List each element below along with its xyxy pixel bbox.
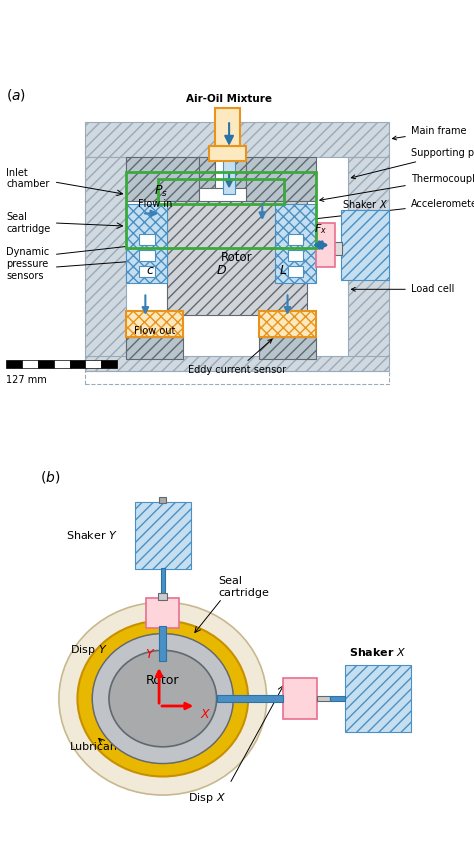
Text: Lubricant: Lubricant [70, 742, 122, 752]
Bar [127, 173, 316, 248]
Bar [127, 337, 183, 359]
Bar [38, 361, 54, 368]
Text: Rotor: Rotor [146, 673, 180, 687]
Bar [159, 626, 166, 662]
Bar [259, 312, 316, 337]
Ellipse shape [77, 621, 248, 777]
Bar [317, 696, 330, 700]
Bar [127, 157, 199, 201]
Bar [85, 122, 389, 157]
Bar [223, 160, 236, 195]
Text: $F_x$: $F_x$ [314, 222, 327, 235]
Bar [139, 250, 155, 261]
Text: $D$: $D$ [216, 263, 227, 277]
Text: Dynamic
pressure
sensors: Dynamic pressure sensors [6, 247, 50, 280]
Text: 127 mm: 127 mm [6, 374, 47, 385]
Bar [70, 361, 85, 368]
Bar [316, 223, 335, 267]
Bar [199, 157, 215, 188]
Text: Seal
cartridge: Seal cartridge [219, 577, 269, 598]
Bar [288, 266, 303, 277]
Bar [85, 372, 389, 384]
Bar [22, 361, 38, 368]
Bar [341, 210, 389, 280]
Bar [209, 146, 246, 161]
Text: Main frame: Main frame [392, 126, 466, 140]
Text: $P_s$: $P_s$ [154, 184, 168, 199]
Ellipse shape [109, 650, 217, 747]
Bar [288, 234, 303, 245]
Text: $(a)$: $(a)$ [6, 87, 27, 103]
Bar [139, 266, 155, 277]
Bar [85, 361, 101, 368]
Bar [283, 678, 317, 719]
Bar [127, 204, 167, 283]
Text: $c$: $c$ [146, 263, 155, 277]
Text: Shaker $X$: Shaker $X$ [342, 198, 388, 210]
Text: Shaker $Y$: Shaker $Y$ [66, 529, 118, 541]
Bar [215, 157, 231, 188]
Bar [217, 695, 283, 702]
Ellipse shape [92, 634, 233, 763]
Bar [246, 157, 316, 201]
Text: Eddy current sensor: Eddy current sensor [188, 340, 286, 375]
Text: $L$: $L$ [279, 263, 287, 277]
Text: Disp $X$: Disp $X$ [188, 791, 226, 805]
Text: $Y$: $Y$ [145, 649, 155, 662]
Text: Load cell: Load cell [351, 285, 454, 294]
Text: Rotor: Rotor [221, 252, 253, 264]
Bar [333, 242, 342, 255]
Bar [231, 157, 246, 188]
Ellipse shape [92, 634, 233, 763]
Bar [161, 568, 165, 595]
Bar [127, 312, 183, 337]
Bar [139, 234, 155, 245]
Bar [275, 204, 316, 283]
Text: Flow out: Flow out [134, 325, 175, 335]
Text: Seal
cartridge: Seal cartridge [6, 212, 51, 234]
Bar [158, 179, 284, 204]
Text: $X$: $X$ [200, 708, 211, 721]
Bar [345, 665, 411, 732]
Text: $(b)$: $(b)$ [40, 468, 61, 484]
Text: Shaker $X$: Shaker $X$ [349, 645, 407, 658]
Bar [259, 337, 316, 359]
Bar [6, 361, 22, 368]
Bar [101, 361, 117, 368]
Text: Accelerometer: Accelerometer [310, 199, 474, 221]
Bar [347, 157, 389, 362]
Bar [215, 108, 240, 146]
Bar [85, 157, 127, 362]
Text: Disp $Y$: Disp $Y$ [70, 644, 108, 657]
Bar [54, 361, 70, 368]
Bar [85, 356, 389, 372]
Text: Flow in: Flow in [137, 199, 172, 208]
Ellipse shape [59, 602, 267, 795]
Bar [146, 598, 180, 628]
Bar [135, 502, 191, 568]
Bar [167, 201, 307, 314]
Bar [330, 696, 345, 700]
Text: Thermocouple: Thermocouple [320, 174, 474, 202]
Text: Air-Oil Mixture: Air-Oil Mixture [186, 94, 272, 104]
Bar [158, 593, 167, 601]
Text: Supporting pipe: Supporting pipe [351, 148, 474, 179]
Bar [159, 497, 166, 502]
Bar [288, 250, 303, 261]
Text: Inlet
chamber: Inlet chamber [6, 168, 50, 190]
